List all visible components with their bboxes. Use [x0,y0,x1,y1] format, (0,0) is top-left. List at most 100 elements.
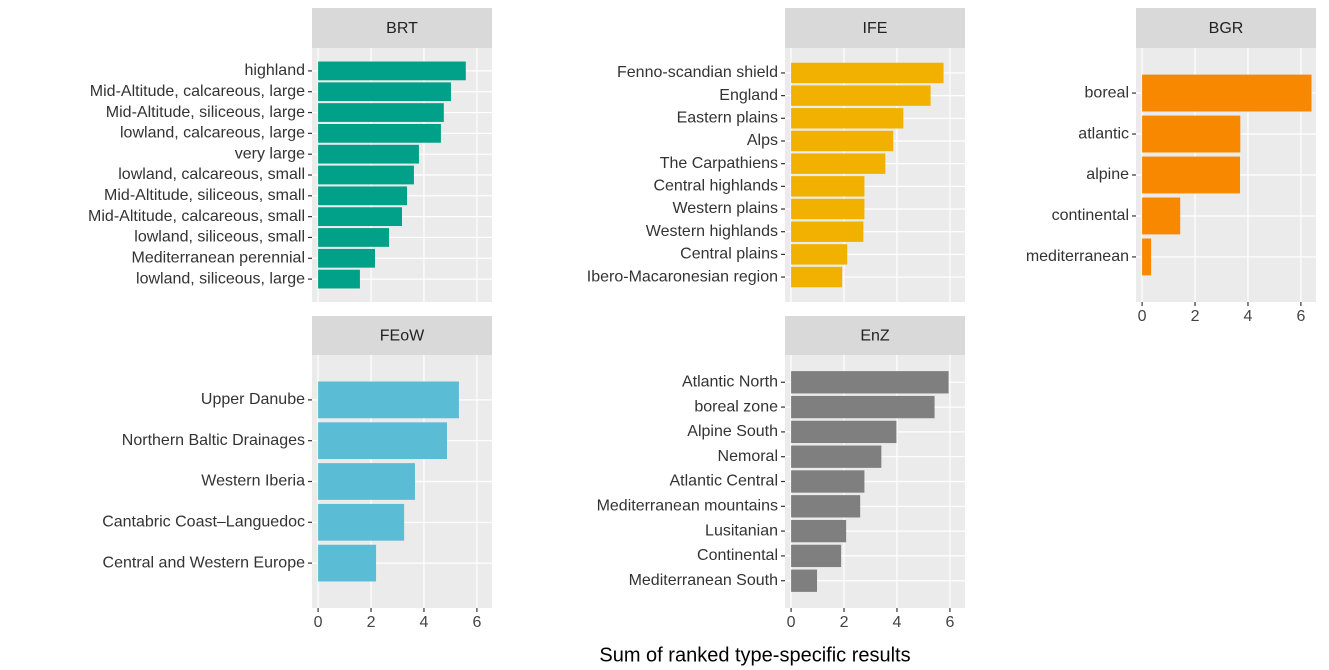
y-tick-label: Alpine South [687,423,778,440]
bar [318,422,447,460]
bar [791,62,944,84]
bar [791,420,897,444]
bar [791,176,865,197]
bar [791,198,865,220]
bar [318,207,402,227]
bar [1142,156,1241,194]
bar [791,569,818,592]
bar [791,130,894,152]
y-tick-label: Western plains [672,200,778,217]
y-tick-label: Ibero-Macaronesian region [587,268,778,285]
bar [318,103,444,122]
bar [318,248,375,268]
strip-title: EnZ [860,328,890,345]
strip-title: FEoW [380,328,425,345]
bar [1142,238,1152,276]
y-tick-label: lowland, calcareous, small [118,166,305,183]
bar [318,61,466,81]
y-tick-label: Nemoral [718,448,778,465]
x-tick-label: 6 [945,614,954,631]
y-tick-label: mediterranean [1026,248,1129,265]
y-tick-label: Mid-Altitude, siliceous, small [104,187,305,204]
bar [1142,115,1241,153]
y-tick-label: boreal zone [694,398,778,415]
bar [791,153,886,174]
y-tick-label: very large [235,145,305,162]
y-tick-label: Central plains [680,246,778,263]
bar [791,445,882,468]
y-tick-label: continental [1052,207,1129,224]
x-axis-label: Sum of ranked type-specific results [599,644,910,666]
x-tick-label: 4 [1244,308,1253,325]
bar [791,495,861,518]
y-tick-label: lowland, calcareous, large [120,125,305,142]
bar [791,470,865,493]
bar [791,519,847,543]
x-tick-label: 6 [1296,308,1305,325]
y-tick-label: Mediterranean mountains [597,498,778,515]
y-tick-label: Central and Western Europe [103,554,306,571]
x-tick-label: 6 [472,614,481,631]
y-tick-label: Central highlands [653,178,778,195]
bar [318,463,415,500]
y-tick-label: Mid-Altitude, calcareous, small [88,208,305,225]
x-tick-label: 2 [840,614,849,631]
x-tick-label: 4 [420,614,429,631]
strip-title: BGR [1209,20,1244,37]
y-tick-label: Mid-Altitude, calcareous, large [90,83,305,100]
y-tick-label: lowland, siliceous, small [134,229,305,246]
x-tick-label: 0 [1138,308,1147,325]
bar [791,85,931,106]
y-tick-label: England [719,87,778,104]
bar [1142,197,1181,235]
x-tick-label: 2 [1191,308,1200,325]
bar [318,82,451,102]
x-tick-label: 4 [893,614,902,631]
bar [318,165,414,185]
bar [791,544,842,568]
y-tick-label: boreal [1085,84,1129,101]
strip [1136,8,1316,48]
bar [791,395,935,419]
bar [318,228,390,247]
y-tick-label: lowland, siliceous, large [136,270,305,287]
bar [1142,74,1312,112]
bar [791,266,843,288]
bar [318,144,419,164]
y-tick-label: Cantabric Coast–Languedoc [102,514,305,531]
y-tick-label: atlantic [1078,125,1129,142]
bar [318,186,408,206]
y-tick-label: Atlantic Central [670,473,779,490]
y-tick-label: Western highlands [646,223,778,240]
y-tick-label: Fenno-scandian shield [617,64,778,81]
x-tick-label: 0 [314,614,323,631]
bar [791,221,864,242]
strip [312,316,492,355]
y-tick-label: Alps [747,132,778,149]
y-tick-label: Atlantic North [682,374,778,391]
y-tick-label: Mid-Altitude, siliceous, large [106,104,305,121]
bar [318,123,441,143]
y-tick-label: Mediterranean South [629,572,778,589]
strip-title: IFE [863,20,888,37]
bar [318,503,405,541]
bar [791,244,848,265]
x-tick-label: 0 [787,614,796,631]
bar [318,381,459,419]
y-tick-label: Continental [697,547,778,564]
y-tick-label: Western Iberia [201,473,305,490]
y-tick-label: Upper Danube [201,391,305,408]
y-tick-label: Mediterranean perennial [132,249,305,266]
x-tick-label: 2 [367,614,376,631]
y-tick-label: Lusitanian [705,522,778,539]
strip [785,316,965,355]
strip-title: BRT [386,20,418,37]
y-tick-label: The Carpathiens [660,155,778,172]
bar [318,544,377,582]
bar [791,108,904,129]
bar [791,371,949,394]
y-tick-label: highland [245,62,306,79]
y-tick-label: alpine [1086,166,1129,183]
y-tick-label: Northern Baltic Drainages [122,432,305,449]
